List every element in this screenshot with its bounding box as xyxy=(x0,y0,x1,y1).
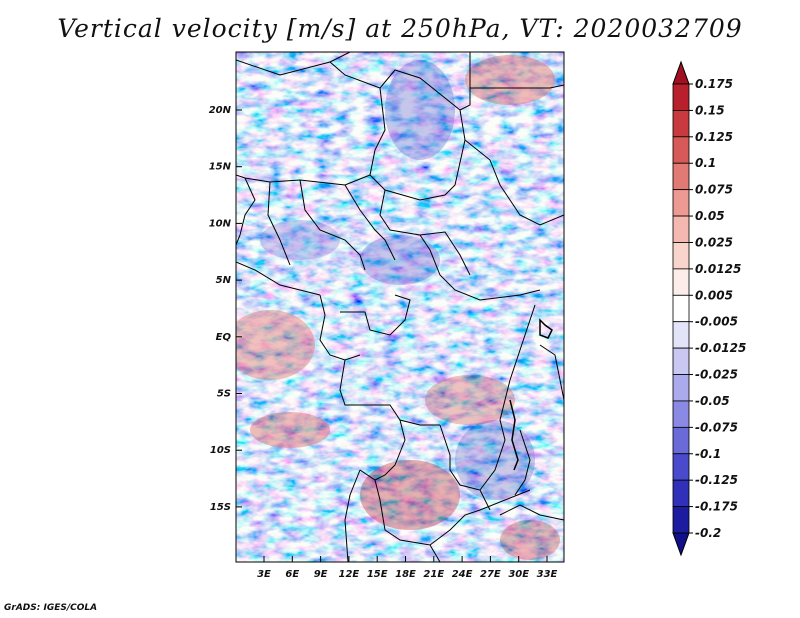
colorbar-segment xyxy=(672,242,690,270)
colorbar-segment xyxy=(672,268,690,296)
colorbar-cap-top xyxy=(672,60,690,85)
colorbar-label: -0.2 xyxy=(695,526,721,540)
colorbar-segment xyxy=(672,453,690,481)
colorbar-label: 0.005 xyxy=(695,288,733,302)
lon-tick-label: 33E xyxy=(537,569,558,580)
lat-tick-label: EQ xyxy=(216,332,232,343)
colorbar-label: -0.175 xyxy=(695,500,738,514)
lon-tick-label: 15E xyxy=(367,569,388,580)
lat-tick-label: 10N xyxy=(209,218,232,229)
lon-tick-label: 21E xyxy=(423,569,444,580)
country-borders xyxy=(236,52,564,562)
colorbar-label: -0.075 xyxy=(695,420,738,434)
colorbar-segment xyxy=(672,347,690,375)
colorbar-segment xyxy=(672,162,690,191)
lat-tick-label: 15N xyxy=(209,162,232,173)
colorbar-segment xyxy=(672,110,690,138)
colorbar-segment xyxy=(672,506,690,534)
lat-tick-label: 5S xyxy=(217,389,231,400)
colorbar-label: 0.175 xyxy=(695,77,733,91)
colorbar-cap-bottom xyxy=(672,532,690,557)
colorbar-label: 0.025 xyxy=(695,235,733,249)
colorbar-label: 0.0125 xyxy=(695,262,741,276)
colorbar-label: -0.005 xyxy=(695,315,738,329)
colorbar-label: 0.075 xyxy=(695,183,733,197)
colorbar-segment xyxy=(672,321,690,349)
lon-tick-label: 18E xyxy=(395,569,416,580)
lon-tick-label: 27E xyxy=(480,569,501,580)
colorbar-segment xyxy=(672,294,690,323)
map-frame xyxy=(235,51,565,563)
lon-tick-label: 30E xyxy=(508,569,529,580)
colorbar-label: -0.125 xyxy=(695,473,738,487)
longitude-axis: 3E 6E 9E 12E 15E 18E 21E 24E 27E 30E 33E xyxy=(257,556,558,580)
lat-tick-label: 5N xyxy=(216,275,232,286)
colorbar-label: 0.15 xyxy=(695,103,725,117)
colorbar-label: -0.1 xyxy=(695,447,721,461)
credit-label: GrADS: IGES/COLA xyxy=(4,603,98,613)
colorbar-label: 0.1 xyxy=(695,156,716,170)
colorbar-segment xyxy=(672,374,690,402)
lon-tick-label: 3E xyxy=(257,569,271,580)
colorbar-label: -0.025 xyxy=(695,368,738,382)
colorbar-label: -0.0125 xyxy=(695,341,746,355)
velocity-field xyxy=(236,52,564,562)
colorbar-segment xyxy=(672,136,690,164)
colorbar-segment xyxy=(672,215,690,243)
colorbar-segment xyxy=(672,83,690,111)
lon-tick-label: 12E xyxy=(339,569,360,580)
colorbar-segment xyxy=(672,426,690,455)
latitude-axis: 20N 15N 10N 5N EQ 5S 10S 15S xyxy=(209,105,242,513)
colorbar: 0.175 0.15 0.125 0.1 0.075 0.05 0.025 0.0125 0.0… xyxy=(672,60,746,557)
colorbar-label: 0.125 xyxy=(695,130,733,144)
colorbar-segment xyxy=(672,400,690,428)
colorbar-segment xyxy=(672,479,690,507)
colorbar-label: 0.05 xyxy=(695,209,725,223)
lat-tick-label: 15S xyxy=(210,502,231,513)
lon-tick-label: 6E xyxy=(285,569,299,580)
lon-tick-label: 9E xyxy=(314,569,328,580)
lon-tick-label: 24E xyxy=(452,569,473,580)
colorbar-label: -0.05 xyxy=(695,394,730,408)
lat-tick-label: 10S xyxy=(210,445,231,456)
chart-title: Vertical velocity [m/s] at 250hPa, VT: 2… xyxy=(57,14,743,43)
colorbar-segment xyxy=(672,189,690,217)
lat-tick-label: 20N xyxy=(209,105,232,116)
